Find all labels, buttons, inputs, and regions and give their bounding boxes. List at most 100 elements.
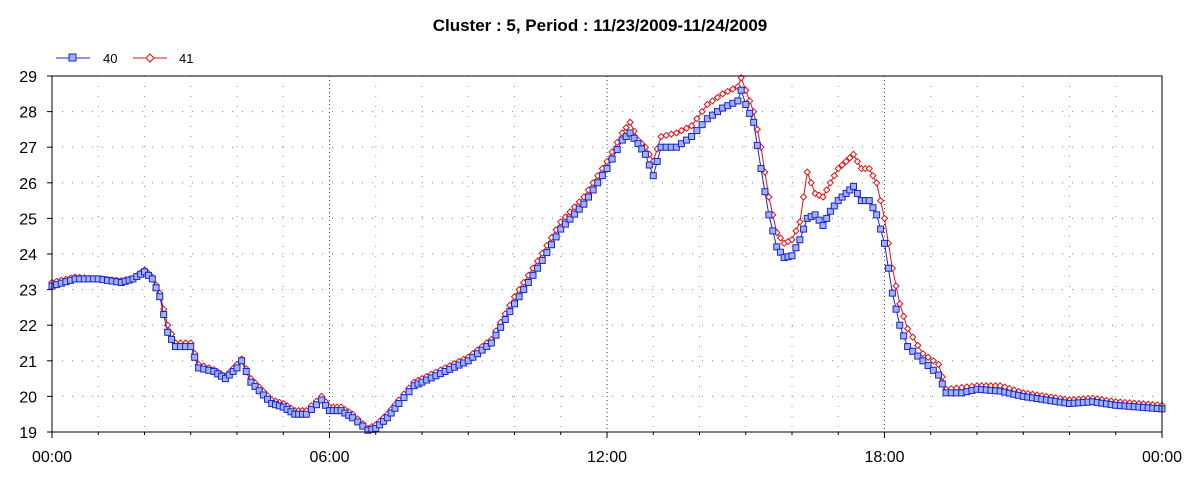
data-point-41: [899, 312, 908, 321]
data-point-40: [853, 189, 861, 197]
data-point-41: [687, 122, 696, 130]
data-point-40: [487, 339, 495, 347]
data-point-40: [561, 220, 569, 228]
data-point-40: [630, 134, 638, 142]
data-point-41: [703, 100, 712, 109]
data-point-40: [501, 316, 509, 324]
data-point-41: [842, 157, 850, 166]
data-point-41: [934, 360, 943, 369]
data-point-40: [834, 197, 842, 205]
data-point-40: [708, 111, 716, 119]
data-point-40: [938, 380, 946, 388]
data-point-41: [838, 161, 846, 169]
data-point-41: [872, 179, 881, 187]
data-point-40: [395, 400, 403, 408]
data-point-41: [880, 214, 889, 223]
x-tick-label: 18:00: [864, 449, 904, 466]
data-point-40: [164, 328, 172, 336]
y-tick-label: 25: [19, 211, 37, 228]
data-point-40: [608, 155, 616, 163]
data-point-40: [543, 249, 551, 257]
data-point-40: [761, 188, 769, 196]
x-tick-label: 12:00: [587, 449, 627, 466]
series-layer: [48, 74, 1166, 434]
data-point-40: [753, 141, 761, 149]
data-point-40: [400, 394, 408, 402]
data-point-40: [924, 362, 932, 370]
data-point-40: [742, 100, 750, 108]
data-point-40: [900, 332, 908, 340]
data-point-40: [511, 300, 518, 308]
data-point-41: [753, 125, 762, 134]
data-point-41: [909, 333, 917, 341]
data-point-40: [846, 186, 854, 194]
y-tick-label: 27: [19, 140, 37, 157]
data-point-40: [387, 409, 395, 417]
data-point-41: [698, 107, 706, 116]
data-point-40: [714, 108, 722, 116]
data-point-40: [800, 225, 808, 233]
data-point-40: [613, 146, 621, 154]
data-point-40: [914, 352, 922, 360]
data-point-41: [796, 218, 804, 226]
data-point-41: [834, 164, 842, 173]
data-point-40: [251, 382, 259, 390]
data-point-40: [869, 204, 877, 212]
data-point-41: [765, 193, 773, 201]
data-point-40: [737, 86, 745, 94]
data-point-41: [657, 132, 665, 141]
y-tick-label: 26: [19, 176, 37, 193]
data-point-40: [838, 193, 846, 201]
data-point-41: [672, 129, 681, 137]
data-point-40: [892, 305, 900, 313]
data-point-41: [776, 234, 785, 242]
data-point-40: [497, 323, 505, 331]
data-point-40: [242, 367, 250, 375]
data-point-40: [534, 264, 542, 272]
data-point-40: [877, 225, 885, 233]
data-point-40: [379, 417, 387, 425]
data-point-40: [792, 244, 800, 252]
data-point-41: [803, 168, 811, 176]
data-point-40: [603, 165, 611, 173]
data-point-40: [693, 127, 701, 135]
data-point-40: [259, 391, 267, 399]
data-point-41: [682, 124, 691, 132]
data-point-40: [391, 404, 399, 412]
y-tick-label: 23: [19, 283, 37, 300]
data-point-40: [524, 278, 532, 286]
data-point-40: [750, 118, 758, 126]
data-point-40: [557, 225, 565, 233]
data-point-41: [914, 341, 922, 350]
data-point-41: [792, 227, 800, 235]
data-point-40: [873, 211, 881, 219]
data-point-40: [935, 371, 943, 379]
data-point-40: [823, 214, 831, 222]
data-point-40: [225, 371, 233, 379]
data-point-40: [703, 115, 711, 123]
data-point-40: [160, 311, 168, 319]
data-point-40: [168, 335, 176, 343]
data-point-40: [372, 424, 380, 432]
data-point-40: [734, 97, 742, 105]
data-point-41: [830, 171, 839, 180]
data-point-40: [788, 252, 796, 260]
data-point-41: [622, 123, 630, 132]
data-point-40: [376, 421, 384, 429]
data-point-40: [757, 165, 765, 173]
x-axis: 00:00 06:00 12:00 18:00 00:00: [32, 432, 1182, 466]
grid: [52, 76, 1162, 432]
data-point-40: [888, 289, 896, 297]
data-point-41: [799, 193, 808, 201]
data-point-40: [247, 378, 255, 386]
data-point-41: [807, 179, 815, 187]
data-point-41: [903, 325, 912, 333]
x-tick-label: 00:00: [1142, 449, 1182, 466]
data-point-40: [909, 347, 917, 355]
data-point-41: [662, 131, 670, 140]
data-point-40: [850, 182, 858, 190]
data-point-40: [318, 396, 326, 404]
data-point-40: [141, 268, 148, 276]
data-point-41: [713, 93, 722, 102]
